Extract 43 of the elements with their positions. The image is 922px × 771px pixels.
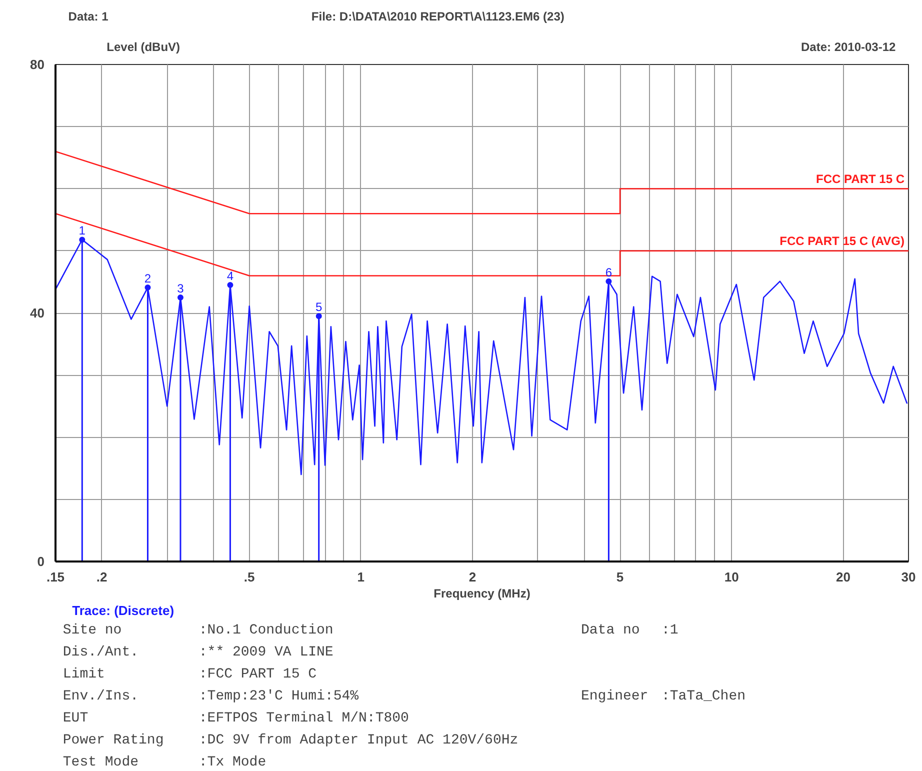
text: Date: 2010-03-12 — [800, 40, 896, 54]
series-label: FCC PART 15 C (AVG) — [780, 234, 905, 248]
x-tick-label: .15 — [46, 570, 65, 584]
x-tick-label: 20 — [836, 570, 850, 584]
text: :Tx Mode — [198, 754, 266, 770]
x-tick-label: 30 — [901, 570, 916, 584]
x-tick-label: 10 — [724, 570, 739, 584]
text: Dis./Ant. — [62, 644, 139, 660]
text: Data: 1 — [68, 10, 109, 24]
text: :TaTa_Chen — [661, 688, 746, 704]
annotation: 4 — [226, 269, 234, 284]
text: EUT — [62, 710, 88, 726]
text: Env./Ins. — [62, 688, 139, 704]
text: Site no — [62, 622, 122, 638]
x-tick-label: 5 — [616, 570, 624, 584]
chart-title: File: D:\DATA\2010 REPORT\A\1123.EM6 (23) — [311, 10, 564, 24]
text: Data no — [580, 622, 640, 638]
text: :No.1 Conduction — [198, 622, 334, 638]
text: Engineer — [580, 688, 648, 704]
x-axis-title: Frequency (MHz) — [434, 586, 530, 600]
text: :1 — [661, 622, 678, 638]
series-label: FCC PART 15 C — [816, 172, 905, 186]
text: Power Rating — [62, 732, 164, 748]
text: Test Mode — [62, 754, 139, 770]
x-tick-label: 2 — [468, 570, 476, 584]
y-axis-title: Level (dBuV) — [106, 40, 180, 54]
y-tick-label: 40 — [30, 306, 45, 320]
x-tick-label: .2 — [96, 570, 108, 584]
y-tick-label: 0 — [37, 554, 45, 569]
text: :EFTPOS Terminal M/N:T800 — [198, 710, 409, 726]
annotation: 1 — [78, 224, 86, 238]
x-tick-label: .5 — [244, 570, 255, 584]
x-tick-label: 1 — [357, 570, 365, 584]
y-tick-label: 80 — [30, 57, 45, 72]
text: Trace: (Discrete) — [72, 603, 174, 618]
text: Limit — [62, 666, 105, 682]
text: :FCC PART 15 C — [198, 666, 317, 682]
text: :** 2009 VA LINE — [198, 644, 334, 660]
annotation: 3 — [177, 281, 184, 296]
text: :Temp:23'C Humi:54% — [198, 688, 360, 704]
annotation: 2 — [144, 272, 152, 286]
text: :DC 9V from Adapter Input AC 120V/60Hz — [198, 732, 518, 748]
annotation: 5 — [316, 300, 323, 314]
